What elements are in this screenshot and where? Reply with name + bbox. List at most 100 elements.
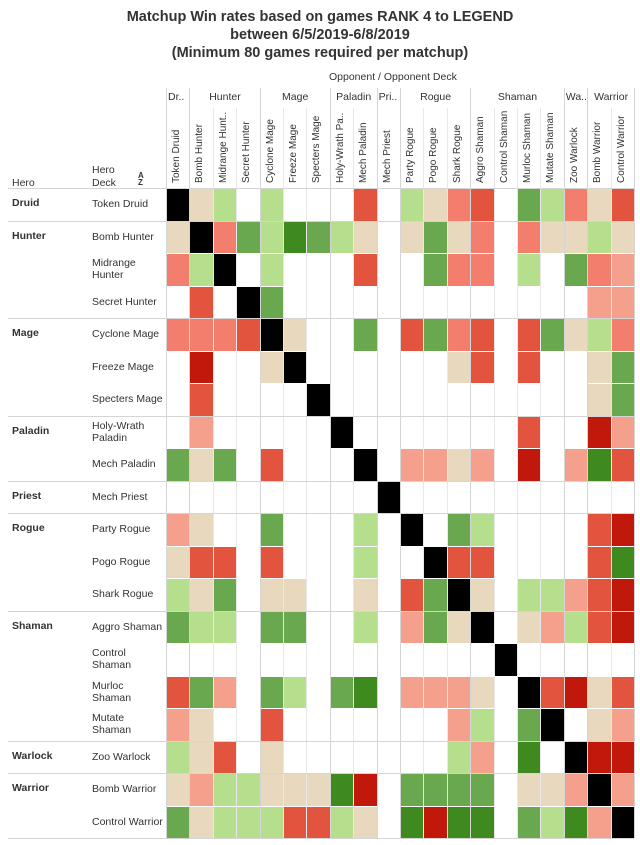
matchup-cell xyxy=(541,774,564,806)
column-divider xyxy=(493,108,495,838)
diagonal-cell xyxy=(401,514,424,546)
diagonal-cell xyxy=(190,221,213,253)
column-label: Pogo Rogue xyxy=(428,127,440,183)
diagonal-cell xyxy=(494,644,517,676)
matchup-cell xyxy=(541,611,564,643)
matchup-cell xyxy=(213,221,237,253)
matchup-cell xyxy=(190,611,213,643)
diagonal-cell xyxy=(611,806,634,838)
column-divider xyxy=(540,108,542,838)
deck-label: Control Shaman xyxy=(92,647,131,671)
matchup-cell xyxy=(307,221,330,253)
matchup-cell xyxy=(260,676,283,708)
matchup-cell xyxy=(471,676,494,708)
matchup-cell xyxy=(260,514,283,546)
column-divider xyxy=(446,108,448,838)
matchup-cell xyxy=(447,546,471,578)
group-divider xyxy=(376,88,378,838)
group-divider xyxy=(166,88,167,838)
row-hero-axis-label: Hero xyxy=(92,164,115,176)
matchup-cell xyxy=(284,806,307,838)
matchup-cell xyxy=(518,579,541,611)
deck-label: Cyclone Mage xyxy=(92,328,159,340)
matchup-cell xyxy=(260,611,283,643)
matchup-cell xyxy=(541,221,564,253)
matchup-cell xyxy=(471,449,494,481)
column-label: Shark Rogue xyxy=(451,124,463,183)
deck-label-line: Zoo Warlock xyxy=(92,750,151,763)
deck-label-line: Shark Rogue xyxy=(92,588,154,601)
matchup-cell xyxy=(424,319,447,351)
matchup-cell xyxy=(588,514,611,546)
deck-label-line: Cyclone Mage xyxy=(92,328,160,341)
matchup-cell xyxy=(190,416,213,448)
matchup-cell xyxy=(611,514,634,546)
matchup-cell xyxy=(260,709,283,741)
deck-label-line: Hunter xyxy=(92,269,124,282)
matchup-cell xyxy=(260,286,283,318)
matchup-cell xyxy=(284,676,307,708)
deck-label: Bomb Warrior xyxy=(92,783,156,795)
matchup-cell xyxy=(424,579,447,611)
matchup-cell xyxy=(284,774,307,806)
matchup-cell xyxy=(190,319,213,351)
column-label: Mech Paladin xyxy=(358,122,370,183)
matchup-cell xyxy=(471,741,494,773)
group-divider xyxy=(587,88,589,838)
matchup-cell xyxy=(284,611,307,643)
matchup-cell xyxy=(330,774,354,806)
matchup-cell xyxy=(237,806,260,838)
deck-label: Secret Hunter xyxy=(92,296,157,308)
matchup-cell xyxy=(354,319,377,351)
matchup-cell xyxy=(588,416,611,448)
matchup-cell xyxy=(260,449,283,481)
diagonal-cell xyxy=(167,189,190,221)
matchup-cell xyxy=(213,546,237,578)
matchup-cell xyxy=(354,514,377,546)
column-label: Mutate Shaman xyxy=(545,112,557,183)
matchup-cell xyxy=(447,449,471,481)
matchup-cell xyxy=(424,676,447,708)
matchup-cell xyxy=(401,774,424,806)
matchup-cell xyxy=(471,806,494,838)
column-label: Bomb Warrior xyxy=(592,121,604,183)
deck-label-line: Murloc xyxy=(92,679,124,692)
deck-label-line: Holy-Wrath xyxy=(92,419,145,432)
matchup-cell xyxy=(588,676,611,708)
matchup-cell xyxy=(330,221,354,253)
deck-label-line: Aggro Shaman xyxy=(92,620,163,633)
deck-label-line: Freeze Mage xyxy=(92,360,154,373)
matchup-cell xyxy=(354,806,377,838)
hero-label-priest: Priest xyxy=(12,489,42,502)
matchup-cell xyxy=(447,774,471,806)
matchup-cell xyxy=(611,189,634,221)
deck-label: Mutate Shaman xyxy=(92,712,131,736)
matchup-cell xyxy=(401,676,424,708)
matchup-cell xyxy=(447,221,471,253)
hero-group-divider xyxy=(8,220,634,222)
matchup-cell xyxy=(611,384,634,416)
diagonal-cell xyxy=(447,579,471,611)
diagonal-cell xyxy=(237,286,260,318)
column-divider xyxy=(610,108,612,838)
deck-label-line: Mech Paladin xyxy=(92,458,156,471)
matchup-cell xyxy=(401,449,424,481)
matchup-cell xyxy=(424,449,447,481)
matchup-cell xyxy=(424,254,447,286)
deck-label-line: Control Warrior xyxy=(92,815,163,828)
matchup-cell xyxy=(588,741,611,773)
matchup-cell xyxy=(588,449,611,481)
group-divider xyxy=(259,88,261,838)
matchup-cell xyxy=(401,189,424,221)
matchup-cell xyxy=(284,221,307,253)
matchup-cell xyxy=(564,449,588,481)
deck-label-line: Control xyxy=(92,647,126,660)
matchup-cell xyxy=(307,806,330,838)
matchup-cell xyxy=(471,579,494,611)
deck-label: Midrange Hunter xyxy=(92,257,136,281)
deck-label: Shark Rogue xyxy=(92,588,153,600)
matchup-cell xyxy=(611,676,634,708)
title-line-2: between 6/5/2019-6/8/2019 xyxy=(230,27,410,43)
column-label: Aggro Shaman xyxy=(475,116,487,183)
